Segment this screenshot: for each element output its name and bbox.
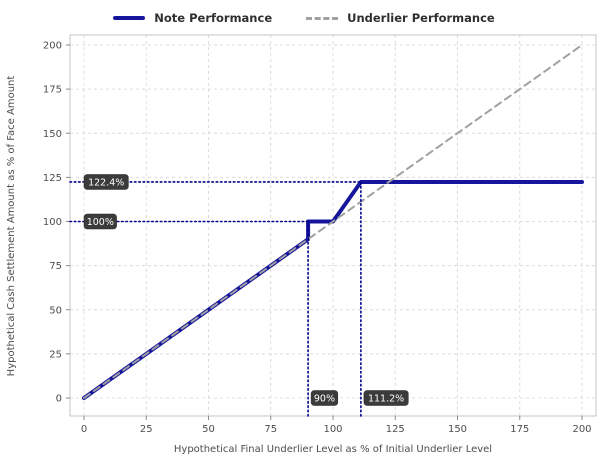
x-tick-label: 175 [510,424,529,435]
y-tick-label: 100 [43,217,62,228]
series-line-underlier [83,44,583,399]
y-tick-label: 50 [49,305,62,316]
annotation-badges: 122.4% 100% 90% 111.2% [83,174,409,406]
x-axis-label: Hypothetical Final Underlier Level as % … [174,444,492,455]
grid-lines [70,35,596,416]
y-axis-label: Hypothetical Cash Settlement Amount as %… [6,76,17,377]
y-tick-label: 0 [56,394,62,405]
annotation-badge [83,174,129,190]
annotation-badge [83,213,117,230]
y-axis-ticks: 0 25 50 75 100 125 150 175 200 [43,41,70,405]
x-tick-label: 100 [323,424,342,435]
x-tick-label: 50 [202,424,215,435]
y-tick-label: 125 [43,173,62,184]
x-tick-label: 200 [572,424,591,435]
annotation-badge-label: 122.4% [88,177,124,188]
x-tick-label: 0 [81,424,87,435]
x-axis-ticks: 0 25 50 75 100 125 150 175 200 [81,416,592,435]
y-tick-label: 200 [43,41,62,52]
annotation-badge [310,390,339,406]
y-tick-label: 150 [43,129,62,140]
annotation-badge-label: 100% [87,217,114,228]
underlier-line-swatch [306,16,339,20]
legend-label-note: Note Performance [154,11,273,25]
x-tick-label: 25 [140,424,153,435]
x-tick-label: 75 [264,424,277,435]
legend-item-underlier: Underlier Performance [306,11,495,25]
note-line-swatch [113,16,146,20]
y-tick-label: 25 [49,349,62,360]
annotation-badge [363,390,409,406]
legend-item-note: Note Performance [113,11,272,25]
legend-label-underlier: Underlier Performance [347,11,495,25]
x-tick-label: 150 [448,424,467,435]
plot-area: Hypothetical Final Underlier Level as % … [6,34,597,455]
chart-legend: Note Performance Underlier Performance [0,0,608,30]
annotation-badge-label: 111.2% [368,394,404,405]
x-tick-label: 125 [386,424,405,435]
y-tick-label: 75 [49,261,62,272]
y-tick-label: 175 [43,85,62,96]
annotation-badge-label: 90% [314,394,335,405]
